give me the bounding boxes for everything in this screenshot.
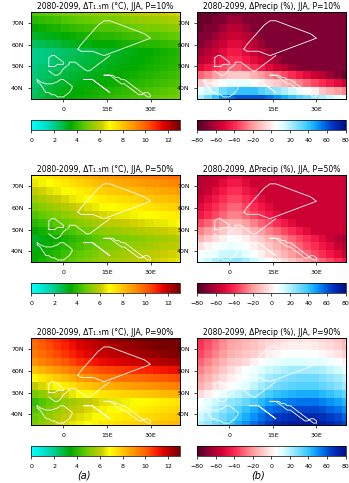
Text: (a): (a) (77, 470, 90, 481)
Title: 2080-2099, ΔT₁.₅m (°C), JJA, P=10%: 2080-2099, ΔT₁.₅m (°C), JJA, P=10% (37, 2, 173, 11)
Text: (b): (b) (251, 470, 265, 481)
Title: 2080-2099, ΔPrecip (%), JJA, P=90%: 2080-2099, ΔPrecip (%), JJA, P=90% (203, 328, 340, 338)
Title: 2080-2099, ΔT₁.₅m (°C), JJA, P=50%: 2080-2099, ΔT₁.₅m (°C), JJA, P=50% (37, 165, 174, 174)
Title: 2080-2099, ΔPrecip (%), JJA, P=10%: 2080-2099, ΔPrecip (%), JJA, P=10% (203, 2, 340, 11)
Title: 2080-2099, ΔT₁.₅m (°C), JJA, P=90%: 2080-2099, ΔT₁.₅m (°C), JJA, P=90% (37, 328, 174, 338)
Title: 2080-2099, ΔPrecip (%), JJA, P=50%: 2080-2099, ΔPrecip (%), JJA, P=50% (203, 165, 340, 174)
